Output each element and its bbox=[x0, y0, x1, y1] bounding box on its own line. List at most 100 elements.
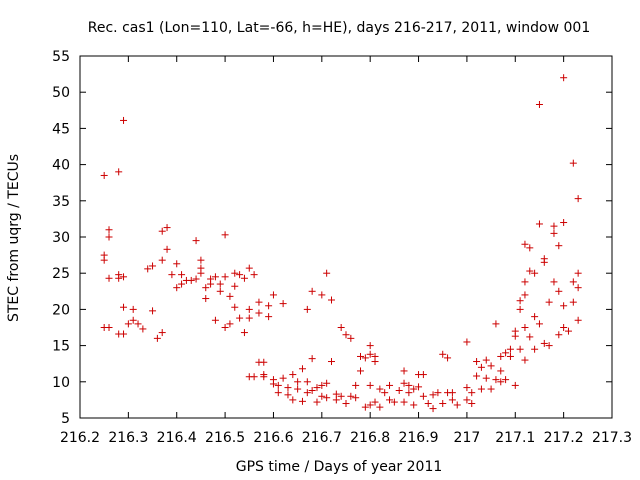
data-point bbox=[463, 384, 471, 392]
data-point bbox=[419, 392, 427, 400]
data-point bbox=[105, 233, 113, 241]
data-point bbox=[453, 401, 461, 409]
x-tick-label: 217 bbox=[454, 430, 481, 446]
data-point bbox=[448, 389, 456, 397]
data-point bbox=[448, 396, 456, 404]
data-point bbox=[526, 267, 534, 275]
data-point bbox=[221, 231, 229, 239]
data-point bbox=[521, 240, 529, 248]
data-point bbox=[506, 352, 514, 360]
data-point bbox=[482, 374, 490, 382]
data-point bbox=[236, 314, 244, 322]
data-point bbox=[410, 401, 418, 409]
data-point bbox=[366, 401, 374, 409]
data-point bbox=[526, 333, 534, 341]
y-tick-label: 45 bbox=[52, 121, 70, 137]
data-point bbox=[550, 222, 558, 230]
data-point bbox=[129, 316, 137, 324]
data-point bbox=[352, 381, 360, 389]
data-point bbox=[207, 280, 215, 288]
data-point bbox=[173, 284, 181, 292]
data-point bbox=[323, 269, 331, 277]
data-point bbox=[574, 269, 582, 277]
data-point bbox=[168, 271, 176, 279]
data-point bbox=[473, 372, 481, 380]
data-point bbox=[313, 398, 321, 406]
data-point bbox=[260, 373, 268, 381]
x-tick-label: 217.1 bbox=[495, 430, 535, 446]
data-point bbox=[327, 358, 335, 366]
data-point bbox=[477, 363, 485, 371]
data-point bbox=[574, 316, 582, 324]
data-point bbox=[318, 381, 326, 389]
data-point bbox=[303, 389, 311, 397]
data-point bbox=[265, 313, 273, 321]
data-point bbox=[386, 381, 394, 389]
data-point bbox=[236, 271, 244, 279]
data-point bbox=[405, 389, 413, 397]
data-point bbox=[366, 342, 374, 350]
data-point bbox=[197, 256, 205, 264]
data-point bbox=[574, 284, 582, 292]
data-point bbox=[390, 398, 398, 406]
data-point bbox=[487, 385, 495, 393]
data-point bbox=[231, 303, 239, 311]
data-point bbox=[381, 389, 389, 397]
data-point bbox=[560, 324, 568, 331]
data-point bbox=[327, 296, 335, 304]
data-point bbox=[400, 398, 408, 406]
data-point bbox=[139, 325, 147, 333]
data-point bbox=[569, 298, 577, 306]
data-point bbox=[129, 305, 137, 313]
data-point bbox=[245, 314, 253, 322]
data-point bbox=[274, 381, 282, 389]
data-point bbox=[535, 101, 543, 109]
data-point bbox=[240, 274, 248, 282]
data-point bbox=[516, 305, 524, 313]
data-point bbox=[105, 274, 113, 282]
data-point bbox=[521, 324, 529, 331]
data-point bbox=[366, 350, 374, 358]
data-point bbox=[497, 352, 505, 360]
data-point bbox=[535, 320, 543, 328]
data-point bbox=[410, 385, 418, 393]
data-point bbox=[308, 355, 316, 363]
data-point bbox=[555, 331, 563, 339]
data-point bbox=[434, 389, 442, 397]
data-point bbox=[202, 295, 210, 303]
data-point bbox=[120, 330, 128, 338]
data-point bbox=[269, 291, 277, 299]
data-point bbox=[521, 356, 529, 364]
data-point bbox=[569, 159, 577, 167]
data-point bbox=[120, 273, 128, 281]
data-point bbox=[540, 339, 548, 347]
data-point bbox=[550, 229, 558, 237]
data-point bbox=[115, 168, 123, 176]
plot-axes: 216.2 216.3 216.4 216.5 216.6 216.7 216.8 216.9… bbox=[52, 49, 632, 446]
data-point bbox=[429, 405, 437, 413]
x-tick-label: 216.7 bbox=[302, 430, 342, 446]
x-tick-label: 216.5 bbox=[205, 430, 245, 446]
data-point bbox=[545, 342, 553, 350]
data-point bbox=[178, 280, 186, 288]
data-point bbox=[192, 275, 200, 283]
y-tick-label: 55 bbox=[52, 49, 70, 65]
data-point bbox=[308, 386, 316, 394]
data-point bbox=[371, 358, 379, 366]
data-point bbox=[550, 278, 558, 286]
data-point bbox=[332, 390, 340, 398]
data-point bbox=[555, 287, 563, 295]
data-point bbox=[506, 345, 514, 353]
data-point bbox=[231, 269, 239, 277]
x-tick-label: 216.2 bbox=[60, 430, 100, 446]
x-tick-label: 216.6 bbox=[253, 430, 293, 446]
data-point bbox=[400, 379, 408, 387]
data-point bbox=[342, 400, 350, 408]
x-tick-label: 216.3 bbox=[108, 430, 148, 446]
data-point bbox=[318, 291, 326, 299]
data-point bbox=[574, 195, 582, 203]
data-point bbox=[192, 237, 200, 245]
data-point bbox=[294, 385, 302, 393]
data-point bbox=[269, 380, 277, 388]
